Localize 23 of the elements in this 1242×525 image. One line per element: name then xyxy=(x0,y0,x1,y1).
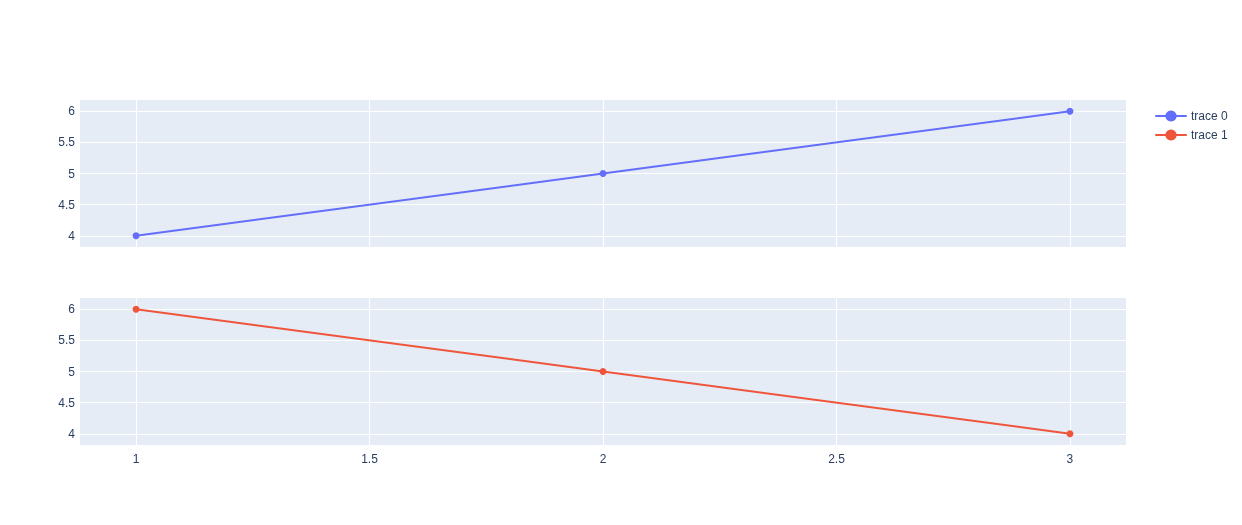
y-tick-label: 5.5 xyxy=(58,333,76,348)
point xyxy=(1066,430,1074,438)
x-tick-label: 2 xyxy=(599,452,607,466)
y-tick-label: 4 xyxy=(68,228,76,243)
legend-label: trace 1 xyxy=(1191,128,1229,142)
y-tick-label: 4.5 xyxy=(58,197,76,212)
x-tick-label: 2.5 xyxy=(828,452,846,466)
x-tick-label: 1.5 xyxy=(361,452,379,466)
y-tick-label: 6 xyxy=(68,302,76,317)
y-tick-label: 5.5 xyxy=(58,135,76,150)
y-tick-label: 4.5 xyxy=(58,395,76,410)
y-tick-label: 5 xyxy=(68,166,76,181)
point xyxy=(132,232,140,240)
y-tick-label: 5 xyxy=(68,364,76,379)
point xyxy=(132,305,140,313)
point xyxy=(599,368,607,375)
point xyxy=(1066,107,1074,115)
legend-label: trace 0 xyxy=(1191,109,1229,123)
y-tick-label: 4 xyxy=(68,426,76,441)
y-tick-label: 6 xyxy=(68,104,76,119)
point xyxy=(599,170,607,177)
x-tick-label: 1 xyxy=(132,452,140,466)
x-tick-label: 3 xyxy=(1066,452,1074,466)
